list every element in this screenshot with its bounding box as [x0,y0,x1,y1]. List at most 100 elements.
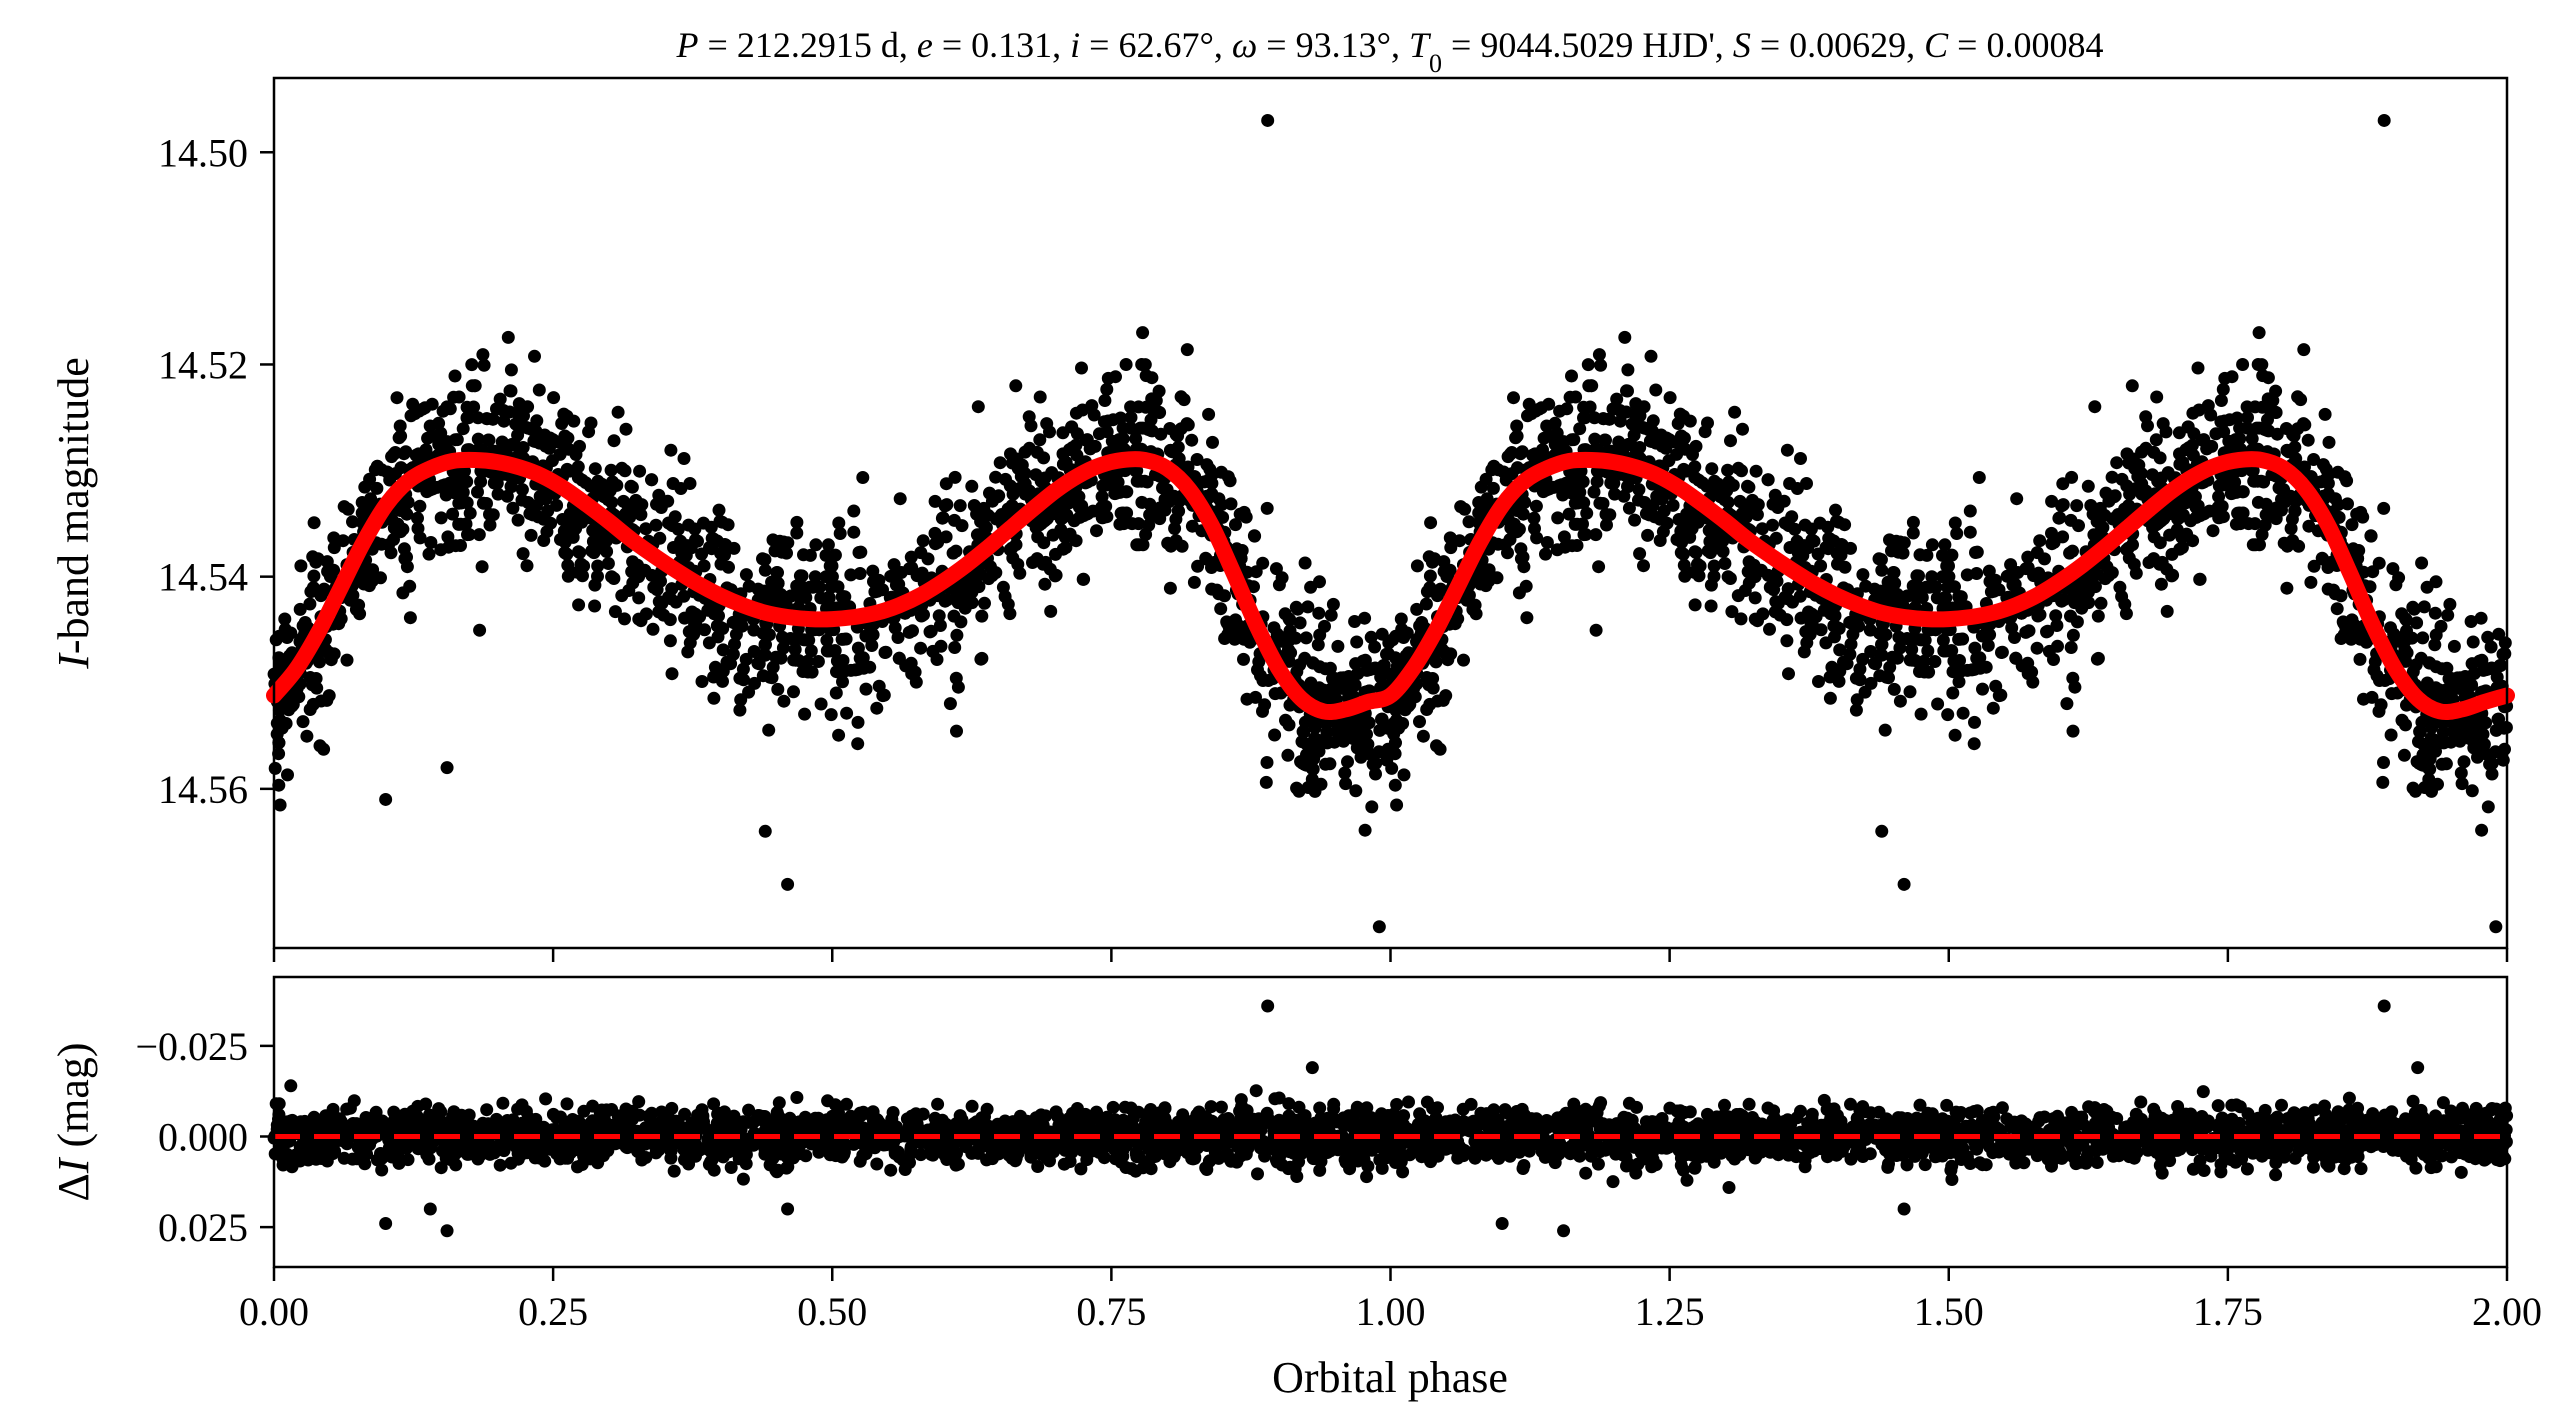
observation-point [2153,451,2167,465]
observation-point [2154,577,2168,591]
observation-point [1424,516,1438,530]
observation-point [1734,612,1748,626]
observation-point [693,610,707,624]
observation-point [1410,602,1424,616]
observation-point [463,506,477,520]
observation-point [634,508,648,522]
observation-point [2407,602,2421,616]
observation-point [1883,660,1897,674]
observation-point [876,689,890,703]
observation-point [434,511,448,525]
observation-point [830,665,843,679]
observation-point [2174,499,2188,513]
observation-point [1369,767,1382,781]
observation-point [420,485,434,499]
observation-point [1809,610,1823,624]
observation-point [298,616,312,629]
observation-point [358,480,372,494]
observation-point [1688,470,1702,484]
observation-point [412,404,426,418]
observation-point [2083,574,2096,588]
observation-point [1158,482,1172,496]
observation-point [707,691,721,705]
observation-point [1275,571,1289,585]
observation-point [1311,638,1325,652]
observation-point [1293,616,1307,630]
observation-point [1098,394,1112,407]
observation-point [1373,723,1387,737]
observation-point [654,574,667,588]
observation-point [1790,482,1804,495]
observation-point [1049,547,1062,561]
observation-point [2370,669,2384,683]
observation-point [2440,661,2454,675]
observation-point [2489,723,2503,737]
observation-point [1512,586,1526,600]
observation-point [1976,682,1989,696]
observation-point [788,643,802,656]
observation-point [2465,657,2479,671]
observation-point [1913,665,1926,678]
observation-point [2269,512,2283,526]
observation-point [2399,718,2412,732]
observation-point [2490,670,2504,684]
observation-point [1628,407,1642,421]
observation-point [449,539,463,553]
observation-point [1375,712,1389,726]
residual-point [870,1157,884,1171]
observation-point [1214,602,1228,616]
observation-point [2115,590,2129,603]
observation-point [1763,622,1776,636]
observation-point [1589,528,1603,542]
observation-point [1419,597,1433,611]
observation-point [515,483,529,497]
observation-point [2416,631,2430,645]
observation-point [1914,707,1928,721]
observation-point [1486,481,1500,495]
observation-point [2025,665,2039,679]
observation-point [662,516,676,530]
observation-point [1297,757,1311,771]
observation-point [1237,652,1250,666]
observation-point [460,400,474,414]
observation-point [733,671,747,685]
observation-point [947,609,961,623]
observation-point [859,682,873,696]
observation-point [1040,417,1054,431]
observation-point [1618,330,1632,344]
observation-point [2110,456,2124,470]
observation-point [1090,524,1103,538]
observation-point [1891,651,1904,665]
observation-point [1735,464,1748,478]
observation-point [1136,326,1150,340]
observation-point [1649,383,1663,397]
observation-point [1936,633,1950,647]
observation-point [1510,419,1524,433]
observation-point [1044,604,1058,618]
observation-point [398,552,412,566]
observation-point [1514,447,1527,461]
observation-point [601,557,615,570]
observation-point [1571,496,1585,510]
observation-point [569,522,583,535]
observation-point [1410,559,1424,573]
observation-point [1101,478,1114,492]
observation-point [1568,517,1582,531]
observation-point [965,479,979,493]
observation-point [341,502,355,516]
observation-point [2216,382,2230,396]
observation-point [1644,349,1658,363]
observation-point [1942,559,1955,573]
observation-point [1663,391,1677,405]
y-tick-label: 14.54 [158,555,248,600]
residual-point [2454,1165,2468,1179]
observation-point [2070,499,2084,513]
observation-point [1741,479,1754,493]
observation-point [1304,580,1318,594]
observation-point [349,603,363,616]
observation-point [2184,514,2198,528]
observation-point [1948,516,1962,530]
observation-point [2217,478,2231,492]
observation-point [2331,498,2345,512]
observation-point [2195,433,2209,447]
